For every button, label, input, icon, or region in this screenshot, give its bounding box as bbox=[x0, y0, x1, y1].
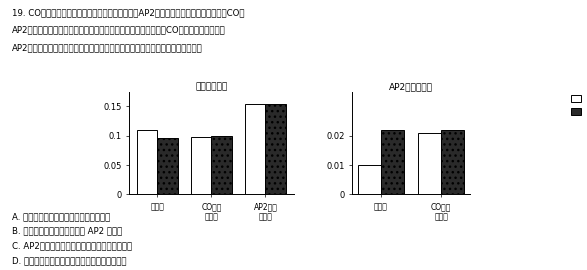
Bar bbox=[418, 133, 441, 194]
Bar bbox=[211, 136, 232, 194]
Text: C. AP2的表达产物可能会抑制拟南芥种子的生长: C. AP2的表达产物可能会抑制拟南芥种子的生长 bbox=[12, 242, 132, 251]
Bar bbox=[157, 138, 178, 194]
Text: AP2缺失突变型拟南芥开展相关实验，实验结果如图所示。下列相关叙述正确的是: AP2缺失突变型拟南芥开展相关实验，实验结果如图所示。下列相关叙述正确的是 bbox=[12, 43, 203, 52]
Title: 种子相对大小: 种子相对大小 bbox=[195, 82, 227, 91]
Text: D. 植物体内的光敏色素可以感受光并起催化作用: D. 植物体内的光敏色素可以感受光并起催化作用 bbox=[12, 256, 126, 265]
Legend: 长日照, 短日照: 长日照, 短日照 bbox=[568, 91, 587, 120]
Title: AP2相对表达量: AP2相对表达量 bbox=[389, 82, 433, 91]
Text: B. 短日照能够抑制拟南芥体内 AP2 的表达: B. 短日照能够抑制拟南芥体内 AP2 的表达 bbox=[12, 227, 122, 236]
Bar bbox=[357, 165, 380, 194]
Bar bbox=[265, 103, 286, 194]
Text: 19. CO是响应日照长度调控植物开花的重要基因；AP2是种子发育的调控基因。为探究CO和: 19. CO是响应日照长度调控植物开花的重要基因；AP2是种子发育的调控基因。为… bbox=[12, 8, 244, 17]
Bar bbox=[441, 130, 464, 194]
Bar bbox=[137, 130, 157, 194]
Bar bbox=[191, 137, 211, 194]
Text: A. 分析柱状图可知，拟南芥为短日照植物: A. 分析柱状图可知，拟南芥为短日照植物 bbox=[12, 212, 110, 221]
Bar bbox=[380, 130, 404, 194]
Bar bbox=[245, 103, 265, 194]
Text: AP2在光周期调控种子大小中的作用，研究人员以野生型拟南芥、CO缺失突变型拟南芥、: AP2在光周期调控种子大小中的作用，研究人员以野生型拟南芥、CO缺失突变型拟南芥… bbox=[12, 26, 225, 35]
